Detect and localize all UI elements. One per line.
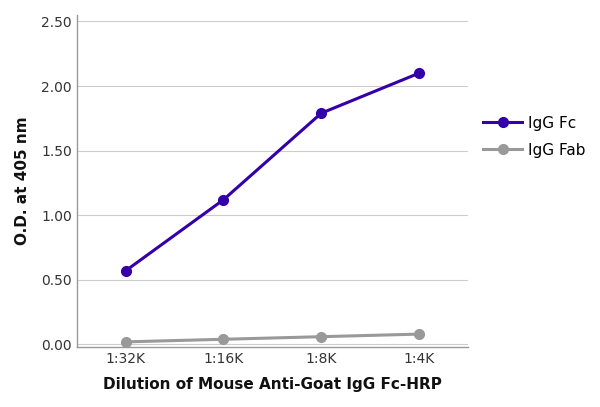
IgG Fab: [220, 337, 227, 342]
X-axis label: Dilution of Mouse Anti-Goat IgG Fc-HRP: Dilution of Mouse Anti-Goat IgG Fc-HRP: [103, 377, 442, 392]
IgG Fc: [317, 111, 325, 116]
Legend: IgG Fc, IgG Fab: IgG Fc, IgG Fab: [484, 116, 585, 158]
IgG Fab: [317, 334, 325, 339]
Line: IgG Fc: IgG Fc: [121, 68, 424, 276]
IgG Fc: [122, 268, 129, 273]
IgG Fc: [220, 197, 227, 202]
IgG Fab: [122, 339, 129, 344]
IgG Fab: [415, 332, 422, 337]
IgG Fc: [415, 71, 422, 76]
Y-axis label: O.D. at 405 nm: O.D. at 405 nm: [15, 117, 30, 245]
Line: IgG Fab: IgG Fab: [121, 329, 424, 347]
